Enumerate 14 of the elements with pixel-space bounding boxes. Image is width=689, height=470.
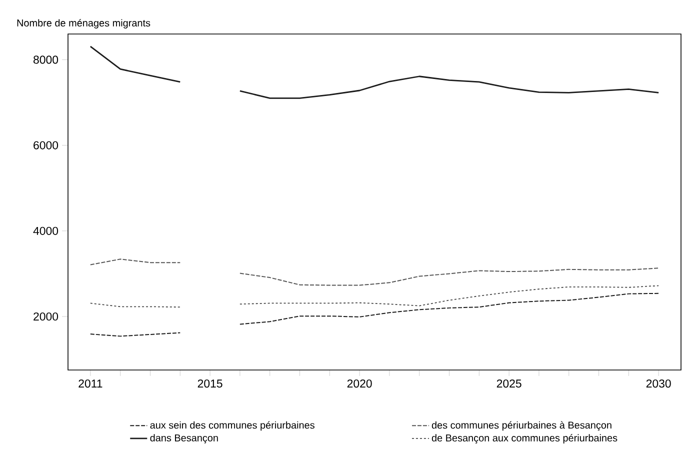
x-tick-label: 2030 bbox=[646, 380, 671, 388]
x-tick-label: 2011 bbox=[78, 380, 102, 388]
legend-label: aux sein des communes périurbaines bbox=[150, 421, 314, 431]
y-tick-label: 2000 bbox=[34, 312, 58, 321]
x-tick-label: 2025 bbox=[496, 380, 522, 388]
y-axis-title: Nombre de ménages migrants bbox=[17, 19, 150, 28]
x-tick-label: 2015 bbox=[198, 380, 222, 388]
x-tick-label: 2020 bbox=[347, 380, 372, 388]
y-tick-label: 4000 bbox=[33, 226, 58, 235]
legend-label: des communes périurbaines à Besançon bbox=[432, 421, 612, 431]
y-tick-label: 8000 bbox=[34, 56, 58, 64]
y-tick-label: 6000 bbox=[34, 141, 58, 150]
legend-label: dans Besançon bbox=[150, 434, 218, 444]
legend-label: de Besançon aux communes périurbaines bbox=[432, 434, 618, 444]
